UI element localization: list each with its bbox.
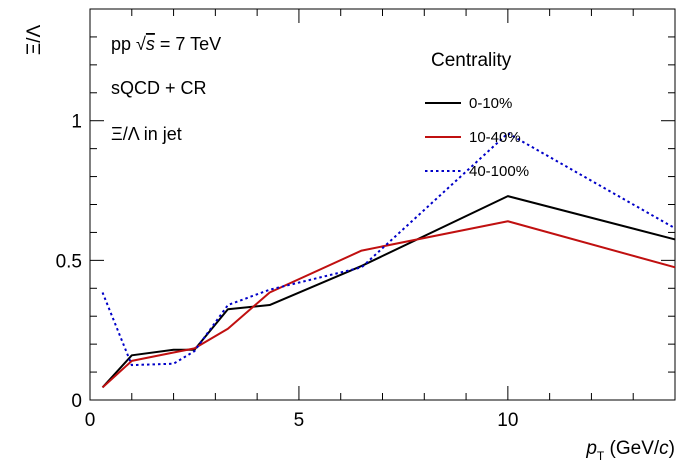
series-line-2 <box>101 132 676 367</box>
annotation-model: sQCD + CR <box>111 78 207 98</box>
y-axis-label: Ξ/Λ <box>24 25 45 56</box>
x-tick-label: 0 <box>85 410 96 431</box>
legend-title: Centrality <box>431 50 512 71</box>
legend: 0-10% 10-40% 40-100% <box>425 95 529 180</box>
x-tick-label: 10 <box>497 410 518 431</box>
legend-label: 40-100% <box>469 163 529 180</box>
y-tick-label: 1 <box>71 112 82 133</box>
legend-label: 10-40% <box>469 129 521 146</box>
series-line-0 <box>101 195 676 389</box>
series-layer <box>101 132 676 389</box>
legend-label: 0-10% <box>469 95 512 112</box>
y-tick-label: 0.5 <box>56 251 82 272</box>
axis-ticks: 0 5 10 0 0.5 1 <box>56 8 676 431</box>
x-axis-label: pT (GeV/c) <box>585 438 675 463</box>
plot-frame <box>89 8 676 401</box>
annotation-ratio: Ξ/Λ in jet <box>111 124 182 144</box>
annotation-energy: pp √s = 7 TeV <box>111 34 221 54</box>
y-tick-label: 0 <box>71 391 82 412</box>
series-line-1 <box>101 220 676 389</box>
x-tick-label: 5 <box>294 410 305 431</box>
